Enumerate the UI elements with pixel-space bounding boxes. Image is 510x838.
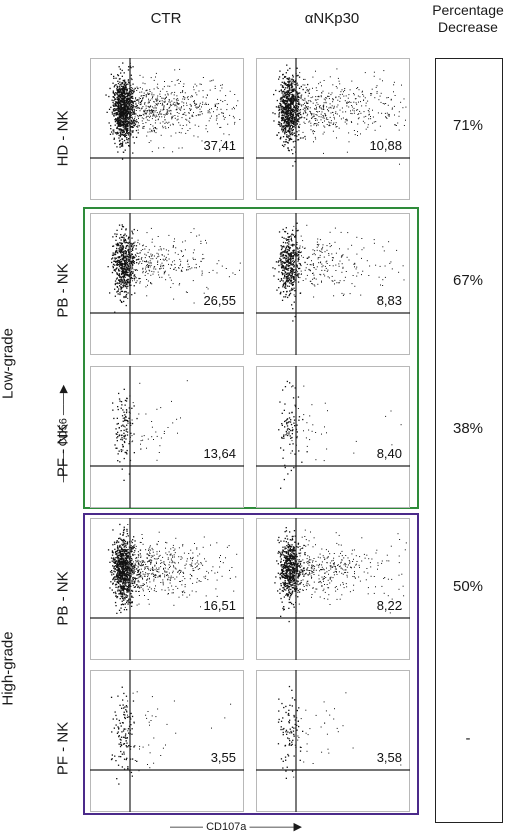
plot-highgrade-pb-nk-ctr: 16,51 [90,518,244,660]
quadrant-percentage-value: 26,55 [203,293,236,308]
plot-lowgrade-pb-nk-ctr: 26,55 [90,213,244,355]
panel-frame [256,58,410,200]
high-grade-group-box [83,513,419,815]
low-grade-label: Low-grade [0,328,17,399]
y-axis-label: ——— CD56 ——▶ [57,379,70,489]
panel-frame [256,366,410,508]
high-grade-label: High-grade [0,631,17,706]
row-label-highgrade-pf-nk: PF - NK [54,721,72,776]
x-axis-line-left: ——— [170,821,207,833]
row-label-hd-nk: HD - NK [54,110,72,167]
event-dots [278,380,402,489]
quadrant-percentage-value: 8,22 [377,598,402,613]
panel-frame [90,518,244,660]
plot-hd-nk-ctr: 37,41 [90,58,244,200]
plot-highgrade-pf-nk-ankp30: 3,58 [256,670,410,812]
panel-frame [256,213,410,355]
quadrant-percentage-value: 8,83 [377,293,402,308]
percentage-value-lowgrade-pf-nk: 38% [452,420,484,437]
plot-highgrade-pf-nk-ctr: 3,55 [90,670,244,812]
quadrant-percentage-value: 3,55 [211,750,236,765]
x-axis-label: ——— CD107a ————▶ [170,820,302,833]
event-dots [107,523,238,614]
panel-frame [256,670,410,812]
plot-lowgrade-pf-nk-ankp30: 8,40 [256,366,410,508]
quadrant-percentage-value: 13,64 [203,446,236,461]
column-header-ankp30: αNKp30 [304,10,360,27]
panel-frame [90,213,244,355]
plot-lowgrade-pb-nk-ankp30: 8,83 [256,213,410,355]
event-dots [112,380,188,481]
y-axis-text: CD56 [57,418,70,447]
panel-frame [90,366,244,508]
row-label-highgrade-pb-nk: PB - NK [54,571,72,626]
panel-frame [90,670,244,812]
quadrant-percentage-value: 16,51 [203,598,236,613]
y-axis-arrow: ——▶ [57,384,70,419]
percentage-value-hd-nk: 71% [452,117,484,134]
event-dots [110,686,232,785]
quadrant-percentage-value: 37,41 [203,138,236,153]
percentage-decrease-box [435,58,503,823]
low-grade-group-box [83,207,419,509]
quadrant-percentage-value: 3,58 [377,750,402,765]
event-dots [274,527,407,623]
quadrant-percentage-value: 10,88 [369,138,402,153]
percentage-value-lowgrade-pb-nk: 67% [452,272,484,289]
plot-lowgrade-pf-nk-ctr: 13,64 [90,366,244,508]
percentage-value-highgrade-pb-nk: 50% [452,578,484,595]
event-dots [272,222,405,322]
quadrant-percentage-value: 8,40 [377,446,402,461]
panel-frame [256,518,410,660]
percentage-value-highgrade-pf-nk: - [465,730,471,747]
row-label-lowgrade-pb-nk: PB - NK [54,263,72,318]
column-header-ctr: CTR [150,10,182,27]
plot-hd-nk-ankp30: 10,88 [256,58,410,200]
y-axis-line-left: ——— [57,446,70,483]
event-dots [272,64,407,167]
x-axis-text: CD107a [206,821,247,833]
percentage-decrease-header: Percentage Decrease [413,2,510,36]
event-dots [105,62,241,160]
x-axis-arrow: ————▶ [246,821,302,833]
percentage-header-text: Percentage Decrease [432,2,504,35]
panel-frame [90,58,244,200]
event-dots [277,685,402,779]
plot-highgrade-pb-nk-ankp30: 8,22 [256,518,410,660]
